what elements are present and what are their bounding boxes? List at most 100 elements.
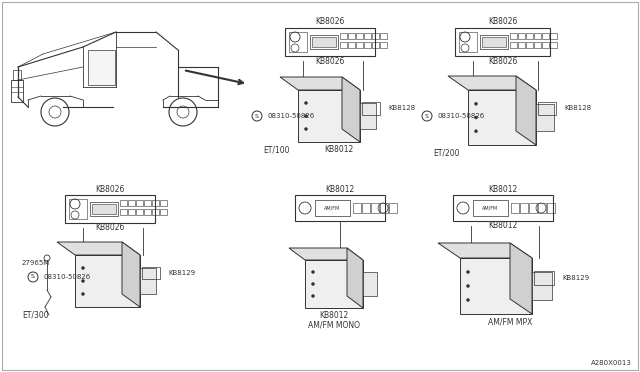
Text: AM/FM MPX: AM/FM MPX [488, 317, 532, 327]
Polygon shape [510, 243, 532, 314]
Bar [520, 203, 528, 213]
Bar [550, 42, 557, 48]
Circle shape [467, 270, 470, 273]
Bar [364, 33, 371, 39]
Text: KB8012: KB8012 [325, 185, 355, 193]
Text: AM/FM: AM/FM [324, 205, 340, 211]
Bar [140, 268, 156, 294]
Bar [11, 80, 23, 102]
Bar [510, 33, 517, 39]
Circle shape [422, 111, 432, 121]
Text: A280X0013: A280X0013 [591, 360, 632, 366]
Polygon shape [516, 76, 536, 145]
Bar [120, 209, 127, 215]
Circle shape [474, 102, 477, 105]
Text: ET/300: ET/300 [22, 311, 49, 320]
Circle shape [28, 272, 38, 282]
Text: KB8012: KB8012 [488, 185, 518, 193]
Circle shape [252, 111, 262, 121]
Polygon shape [305, 260, 363, 308]
Bar [152, 200, 159, 206]
Bar [144, 200, 151, 206]
Bar [340, 33, 347, 39]
Text: AM/FM: AM/FM [482, 205, 498, 211]
Bar [534, 271, 554, 285]
Text: ET/200: ET/200 [433, 148, 460, 157]
Text: S: S [31, 275, 35, 279]
Bar [364, 42, 371, 48]
Bar [348, 33, 355, 39]
Bar [380, 33, 387, 39]
Bar [353, 203, 361, 213]
Bar [144, 209, 151, 215]
Bar [526, 33, 533, 39]
Circle shape [305, 115, 307, 118]
Bar [547, 203, 555, 213]
Polygon shape [448, 76, 536, 90]
Bar [360, 103, 376, 129]
Polygon shape [280, 77, 360, 90]
Bar [128, 209, 135, 215]
Bar [518, 42, 525, 48]
Bar [372, 42, 379, 48]
Bar [538, 203, 546, 213]
Text: AM/FM MONO: AM/FM MONO [308, 321, 360, 330]
Bar [473, 200, 508, 216]
Bar [310, 35, 338, 49]
Bar [510, 42, 517, 48]
Circle shape [305, 102, 307, 105]
Circle shape [312, 270, 314, 273]
Circle shape [81, 266, 84, 269]
Bar [526, 42, 533, 48]
Bar [363, 272, 377, 296]
Bar [459, 32, 477, 52]
Bar [453, 195, 553, 221]
Bar [455, 28, 550, 56]
Bar [480, 35, 508, 49]
Bar [295, 195, 385, 221]
Polygon shape [88, 50, 115, 85]
Bar [312, 37, 336, 47]
Bar [542, 33, 549, 39]
Polygon shape [289, 248, 363, 260]
Bar [128, 200, 135, 206]
Text: 27965M: 27965M [22, 260, 51, 266]
Bar [348, 42, 355, 48]
Polygon shape [347, 248, 363, 308]
Circle shape [305, 128, 307, 131]
Circle shape [467, 285, 470, 288]
Text: KB8012: KB8012 [488, 221, 518, 231]
Bar [372, 33, 379, 39]
Circle shape [312, 295, 314, 298]
Text: S: S [255, 113, 259, 119]
Bar [315, 200, 350, 216]
Text: KB8128: KB8128 [388, 105, 415, 111]
Circle shape [312, 282, 314, 285]
Bar [160, 200, 167, 206]
Bar [518, 33, 525, 39]
Bar [289, 32, 307, 52]
Text: 08310-50826: 08310-50826 [43, 274, 90, 280]
Text: KB8026: KB8026 [488, 17, 517, 26]
Bar [65, 195, 155, 223]
Polygon shape [122, 242, 140, 307]
Text: 08310-50826: 08310-50826 [437, 113, 484, 119]
Text: KB8026: KB8026 [316, 57, 345, 65]
Bar [536, 104, 554, 131]
Bar [120, 200, 127, 206]
Bar [136, 209, 143, 215]
Polygon shape [57, 242, 140, 255]
Bar [152, 209, 159, 215]
Text: KB8129: KB8129 [562, 275, 589, 281]
Circle shape [474, 130, 477, 133]
Text: KB8012: KB8012 [324, 145, 353, 154]
Circle shape [81, 292, 84, 295]
Bar [482, 37, 506, 47]
Bar [538, 102, 556, 115]
Bar [380, 203, 388, 213]
Text: KB8026: KB8026 [488, 57, 517, 65]
Bar [13, 70, 21, 80]
Text: ET/100: ET/100 [263, 145, 289, 154]
Bar [542, 42, 549, 48]
Circle shape [474, 116, 477, 119]
